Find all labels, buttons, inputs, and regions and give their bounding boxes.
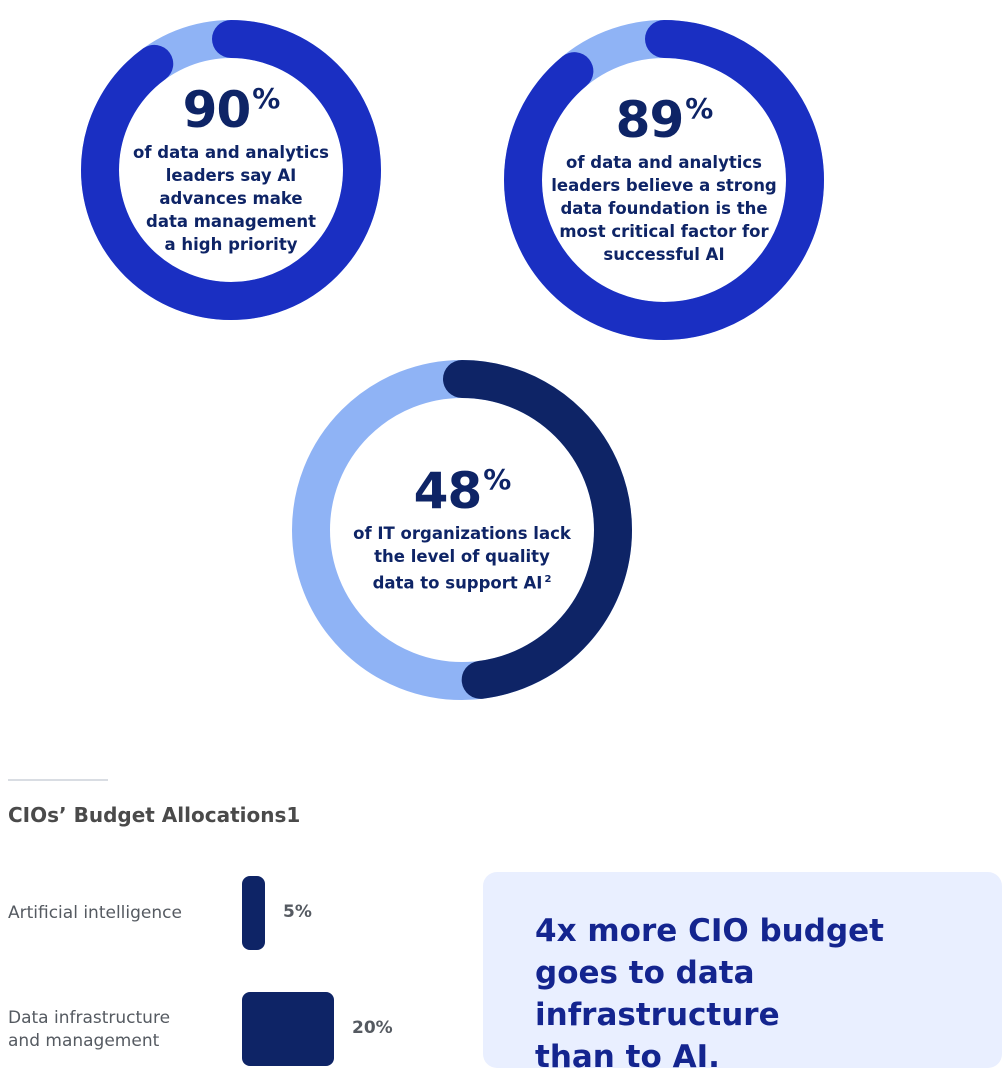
category-line: Data infrastructure: [8, 1008, 171, 1028]
stat-value: 89%: [615, 90, 714, 149]
donut-value-segment: [81, 20, 381, 320]
caption-line: of data and analytics: [133, 142, 329, 162]
caption-line-text: data to support AI: [372, 573, 543, 593]
stat-number: 48: [413, 461, 483, 520]
footnote-marker: 1: [286, 803, 301, 827]
caption-line: leaders say AI: [165, 165, 297, 185]
donut-ring: [504, 20, 824, 340]
caption-line: of IT organizations lack: [353, 523, 571, 543]
stat-number: 89: [615, 90, 685, 149]
caption-line: leaders believe a strong: [551, 175, 777, 195]
caption-line: of data and analytics: [566, 152, 762, 172]
callout-box: 4x more CIO budget goes to data infrastr…: [483, 872, 1002, 1075]
stat-number: 90: [182, 80, 252, 139]
stat-unit: %: [685, 91, 713, 125]
callout-line: 4x more CIO budget: [535, 913, 884, 949]
bar-value-label: 20%: [352, 1018, 393, 1038]
section-divider: [8, 779, 108, 781]
donut-chart-data-quality-lack: 48% of IT organizations lack the level o…: [292, 360, 632, 700]
bar-value-label: 5%: [283, 902, 312, 922]
stat-value: 48%: [413, 461, 512, 520]
bar-artificial-intelligence: [242, 876, 265, 950]
caption-line: a high priority: [164, 234, 298, 254]
footnote-marker: 2: [544, 573, 552, 585]
category-line: and management: [8, 1031, 160, 1051]
caption-line: data management: [146, 211, 316, 231]
caption-line: most critical factor for: [559, 221, 769, 241]
caption-line: the level of quality: [374, 546, 550, 566]
donut-value-segment: [292, 360, 632, 700]
budget-chart-title: CIOs’ Budget Allocations1: [8, 803, 300, 827]
donut-chart-data-management-priority: 90% of data and analytics leaders say AI…: [81, 20, 381, 320]
caption-line: advances make: [159, 188, 303, 208]
stat-caption: of IT organizations lack the level of qu…: [353, 522, 571, 595]
stat-unit: %: [252, 81, 280, 115]
donut-value-segment: [504, 20, 824, 340]
stat-unit: %: [483, 462, 511, 496]
donut-chart-data-foundation-critical: 89% of data and analytics leaders believ…: [504, 20, 824, 340]
donut-ring: [292, 360, 632, 700]
caption-line: data to support AI 2: [353, 568, 571, 595]
category-line: Artificial intelligence: [8, 903, 182, 923]
bar-category-label: Artificial intelligence: [8, 902, 182, 925]
callout-line: goes to data infrastructure: [535, 955, 780, 1033]
caption-line: successful AI: [603, 244, 725, 264]
bar-data-infrastructure: [242, 992, 334, 1066]
caption-line: data foundation is the: [560, 198, 768, 218]
donut-label: 48% of IT organizations lack the level o…: [292, 360, 632, 700]
callout-text: 4x more CIO budget goes to data infrastr…: [535, 910, 995, 1078]
donut-ring: [81, 20, 381, 320]
stat-caption: of data and analytics leaders say AI adv…: [133, 141, 329, 256]
stat-value: 90%: [182, 80, 281, 139]
stat-caption: of data and analytics leaders believe a …: [551, 151, 777, 266]
donut-label: 89% of data and analytics leaders believ…: [504, 20, 824, 340]
callout-line: than to AI.: [535, 1039, 720, 1075]
donut-label: 90% of data and analytics leaders say AI…: [81, 20, 381, 320]
bar-category-label: Data infrastructure and management: [8, 1007, 170, 1053]
budget-title-text: CIOs’ Budget Allocations: [8, 803, 287, 827]
